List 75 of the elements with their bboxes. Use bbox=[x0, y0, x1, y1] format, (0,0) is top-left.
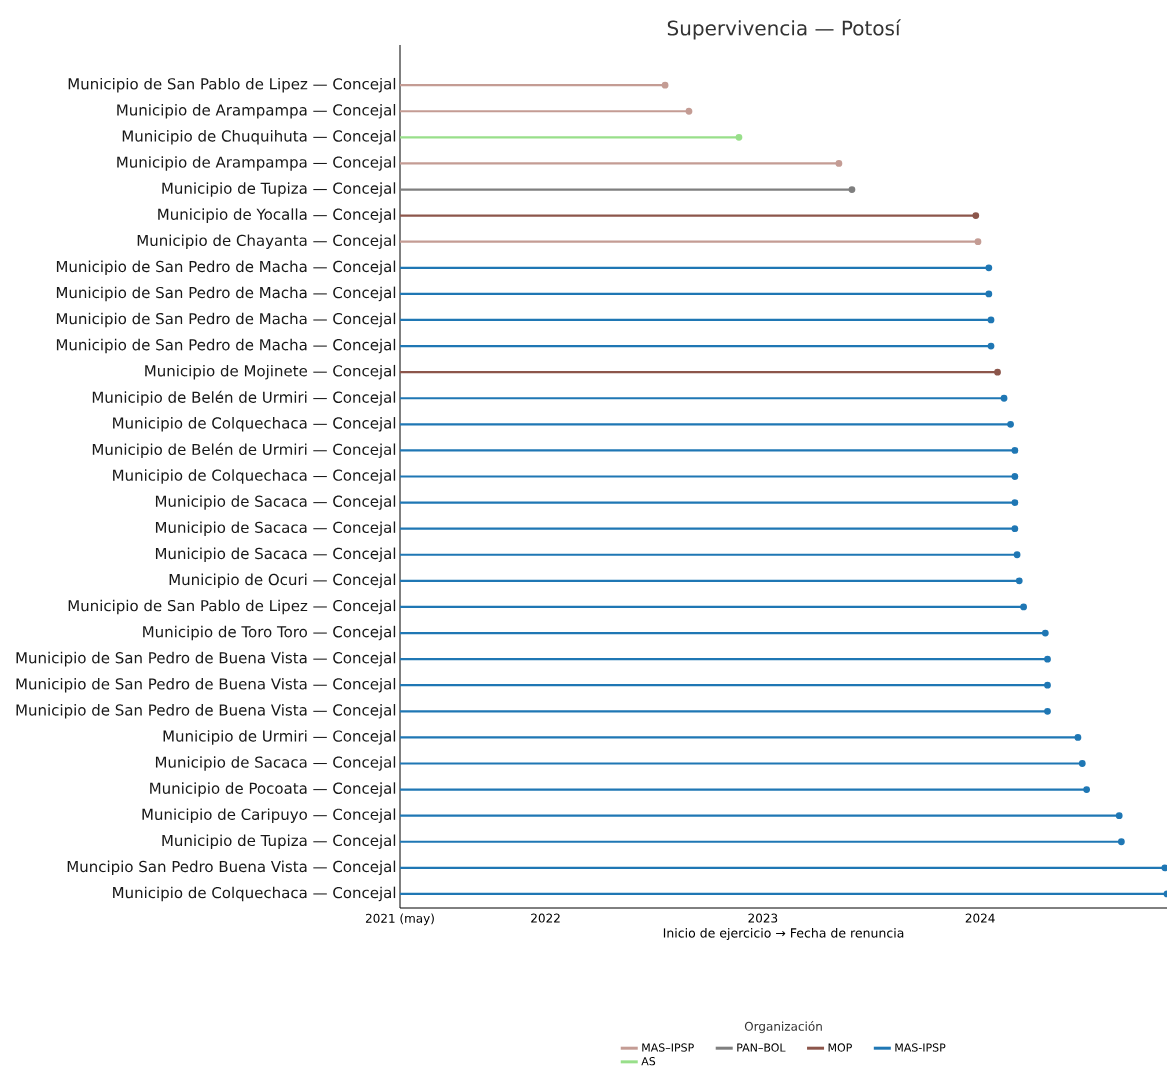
y-tick-label: Municipio de Yocalla — Concejal bbox=[158, 208, 396, 223]
point bbox=[987, 342, 995, 350]
y-tick-label: Municipio de San Pedro de Buena Vista — Concejal bbox=[16, 651, 396, 667]
y-tick-label: Municipio de Colquechaca — Concejal bbox=[113, 417, 396, 432]
point bbox=[685, 107, 693, 115]
y-tick-label: Municipio de Tupiza — Concejal bbox=[162, 182, 396, 197]
y-tick-label: Municipio de San Pedro de Macha — Concejal bbox=[56, 260, 396, 276]
y-tick-label: Municipio de San Pablo de Lipez — Concejal bbox=[68, 77, 396, 93]
point bbox=[1020, 603, 1027, 611]
point bbox=[1011, 525, 1019, 533]
point bbox=[1115, 812, 1123, 820]
chart-title: Supervivencia — Potosí bbox=[667, 19, 902, 40]
point bbox=[985, 290, 993, 298]
y-tick-label: Municipio de Toro Toro — Concejal bbox=[143, 625, 396, 641]
legend-label: MAS–IPSP bbox=[642, 1043, 694, 1052]
y-tick-label: Municipio de San Pedro de Macha — Concejal bbox=[56, 338, 396, 354]
y-tick-label: Municipio de Sacaca — Concejal bbox=[155, 495, 396, 510]
y-tick-label: Municipio de Ocuri — Concejal bbox=[169, 573, 396, 589]
x-tick-label: 2021 (may) bbox=[365, 913, 434, 926]
x-tick-label: 2022 bbox=[531, 913, 560, 923]
x-axis-title: Inicio de ejercicio → Fecha de renuncia bbox=[663, 927, 904, 941]
point bbox=[1074, 733, 1082, 741]
point bbox=[835, 160, 843, 167]
y-tick-label: Municipio de Arampampa — Concejal bbox=[117, 104, 396, 119]
x-tick-label: 2023 bbox=[748, 913, 778, 923]
point bbox=[1044, 681, 1051, 689]
point bbox=[1117, 838, 1125, 846]
y-tick-label: Municipio de San Pedro de Buena Vista — Concejal bbox=[16, 704, 396, 719]
point bbox=[1015, 577, 1023, 585]
y-tick-label: Municipio de San Pedro de Macha — Concejal bbox=[56, 286, 396, 302]
point bbox=[1011, 499, 1019, 506]
point bbox=[1078, 760, 1086, 767]
point bbox=[987, 316, 995, 324]
y-tick-label: Municipio de Caripuyo — Concejal bbox=[142, 808, 396, 823]
y-tick-label: Municipio de Colquechaca — Concejal bbox=[113, 469, 396, 484]
point bbox=[974, 238, 982, 246]
point bbox=[1011, 447, 1019, 454]
point bbox=[1161, 864, 1167, 872]
point bbox=[1041, 629, 1049, 637]
legend-label: MAS-IPSP bbox=[895, 1043, 946, 1052]
y-tick-label: Municipio de Tupiza — Concejal bbox=[162, 834, 396, 850]
point bbox=[1044, 707, 1051, 715]
point bbox=[1011, 473, 1019, 480]
point bbox=[661, 81, 669, 89]
point bbox=[972, 212, 980, 220]
point bbox=[1013, 551, 1021, 559]
y-tick-label: Municipio de Colquechaca — Concejal bbox=[113, 886, 396, 902]
point bbox=[994, 368, 1001, 376]
legend-label: AS bbox=[641, 1057, 656, 1066]
point bbox=[985, 264, 993, 272]
legend-label: PAN–BOL bbox=[737, 1043, 786, 1052]
point bbox=[1000, 394, 1008, 402]
point bbox=[1083, 786, 1091, 793]
y-tick-label: Municipio de Sacaca — Concejal bbox=[155, 756, 396, 771]
y-tick-label: Municipio de Urmiri — Concejal bbox=[163, 730, 396, 745]
y-tick-label: Municipio de San Pedro de Buena Vista — Concejal bbox=[16, 677, 396, 693]
y-tick-label: Municipio de Sacaca — Concejal bbox=[155, 547, 396, 563]
y-tick-label: Muncipio San Pedro Buena Vista — Concejal bbox=[67, 860, 396, 876]
y-tick-label: Municipio de Mojinete — Concejal bbox=[145, 364, 396, 380]
y-tick-label: Municipio de Arampampa — Concejal bbox=[117, 156, 396, 171]
y-tick-label: Municipio de Sacaca — Concejal bbox=[155, 521, 396, 536]
y-tick-label: Municipio de San Pedro de Macha — Concejal bbox=[56, 312, 396, 328]
y-tick-label: Municipio de Chuquihuta — Concejal bbox=[122, 130, 396, 145]
point bbox=[1044, 655, 1051, 663]
point bbox=[735, 133, 743, 141]
y-tick-label: Municipio de San Pablo de Lipez — Concejal bbox=[68, 599, 396, 615]
point bbox=[1007, 420, 1014, 428]
y-tick-label: Municipio de Belén de Urmiri — Concejal bbox=[92, 390, 396, 406]
y-tick-label: Municipio de Pocoata — Concejal bbox=[150, 782, 396, 797]
legend-title: Organización bbox=[744, 1021, 822, 1034]
y-tick-label: Municipio de Chayanta — Concejal bbox=[137, 234, 396, 249]
x-tick-label: 2024 bbox=[965, 913, 995, 923]
point bbox=[848, 186, 856, 193]
legend-label: MOP bbox=[828, 1043, 852, 1052]
y-tick-label: Municipio de Belén de Urmiri — Concejal bbox=[92, 442, 396, 458]
